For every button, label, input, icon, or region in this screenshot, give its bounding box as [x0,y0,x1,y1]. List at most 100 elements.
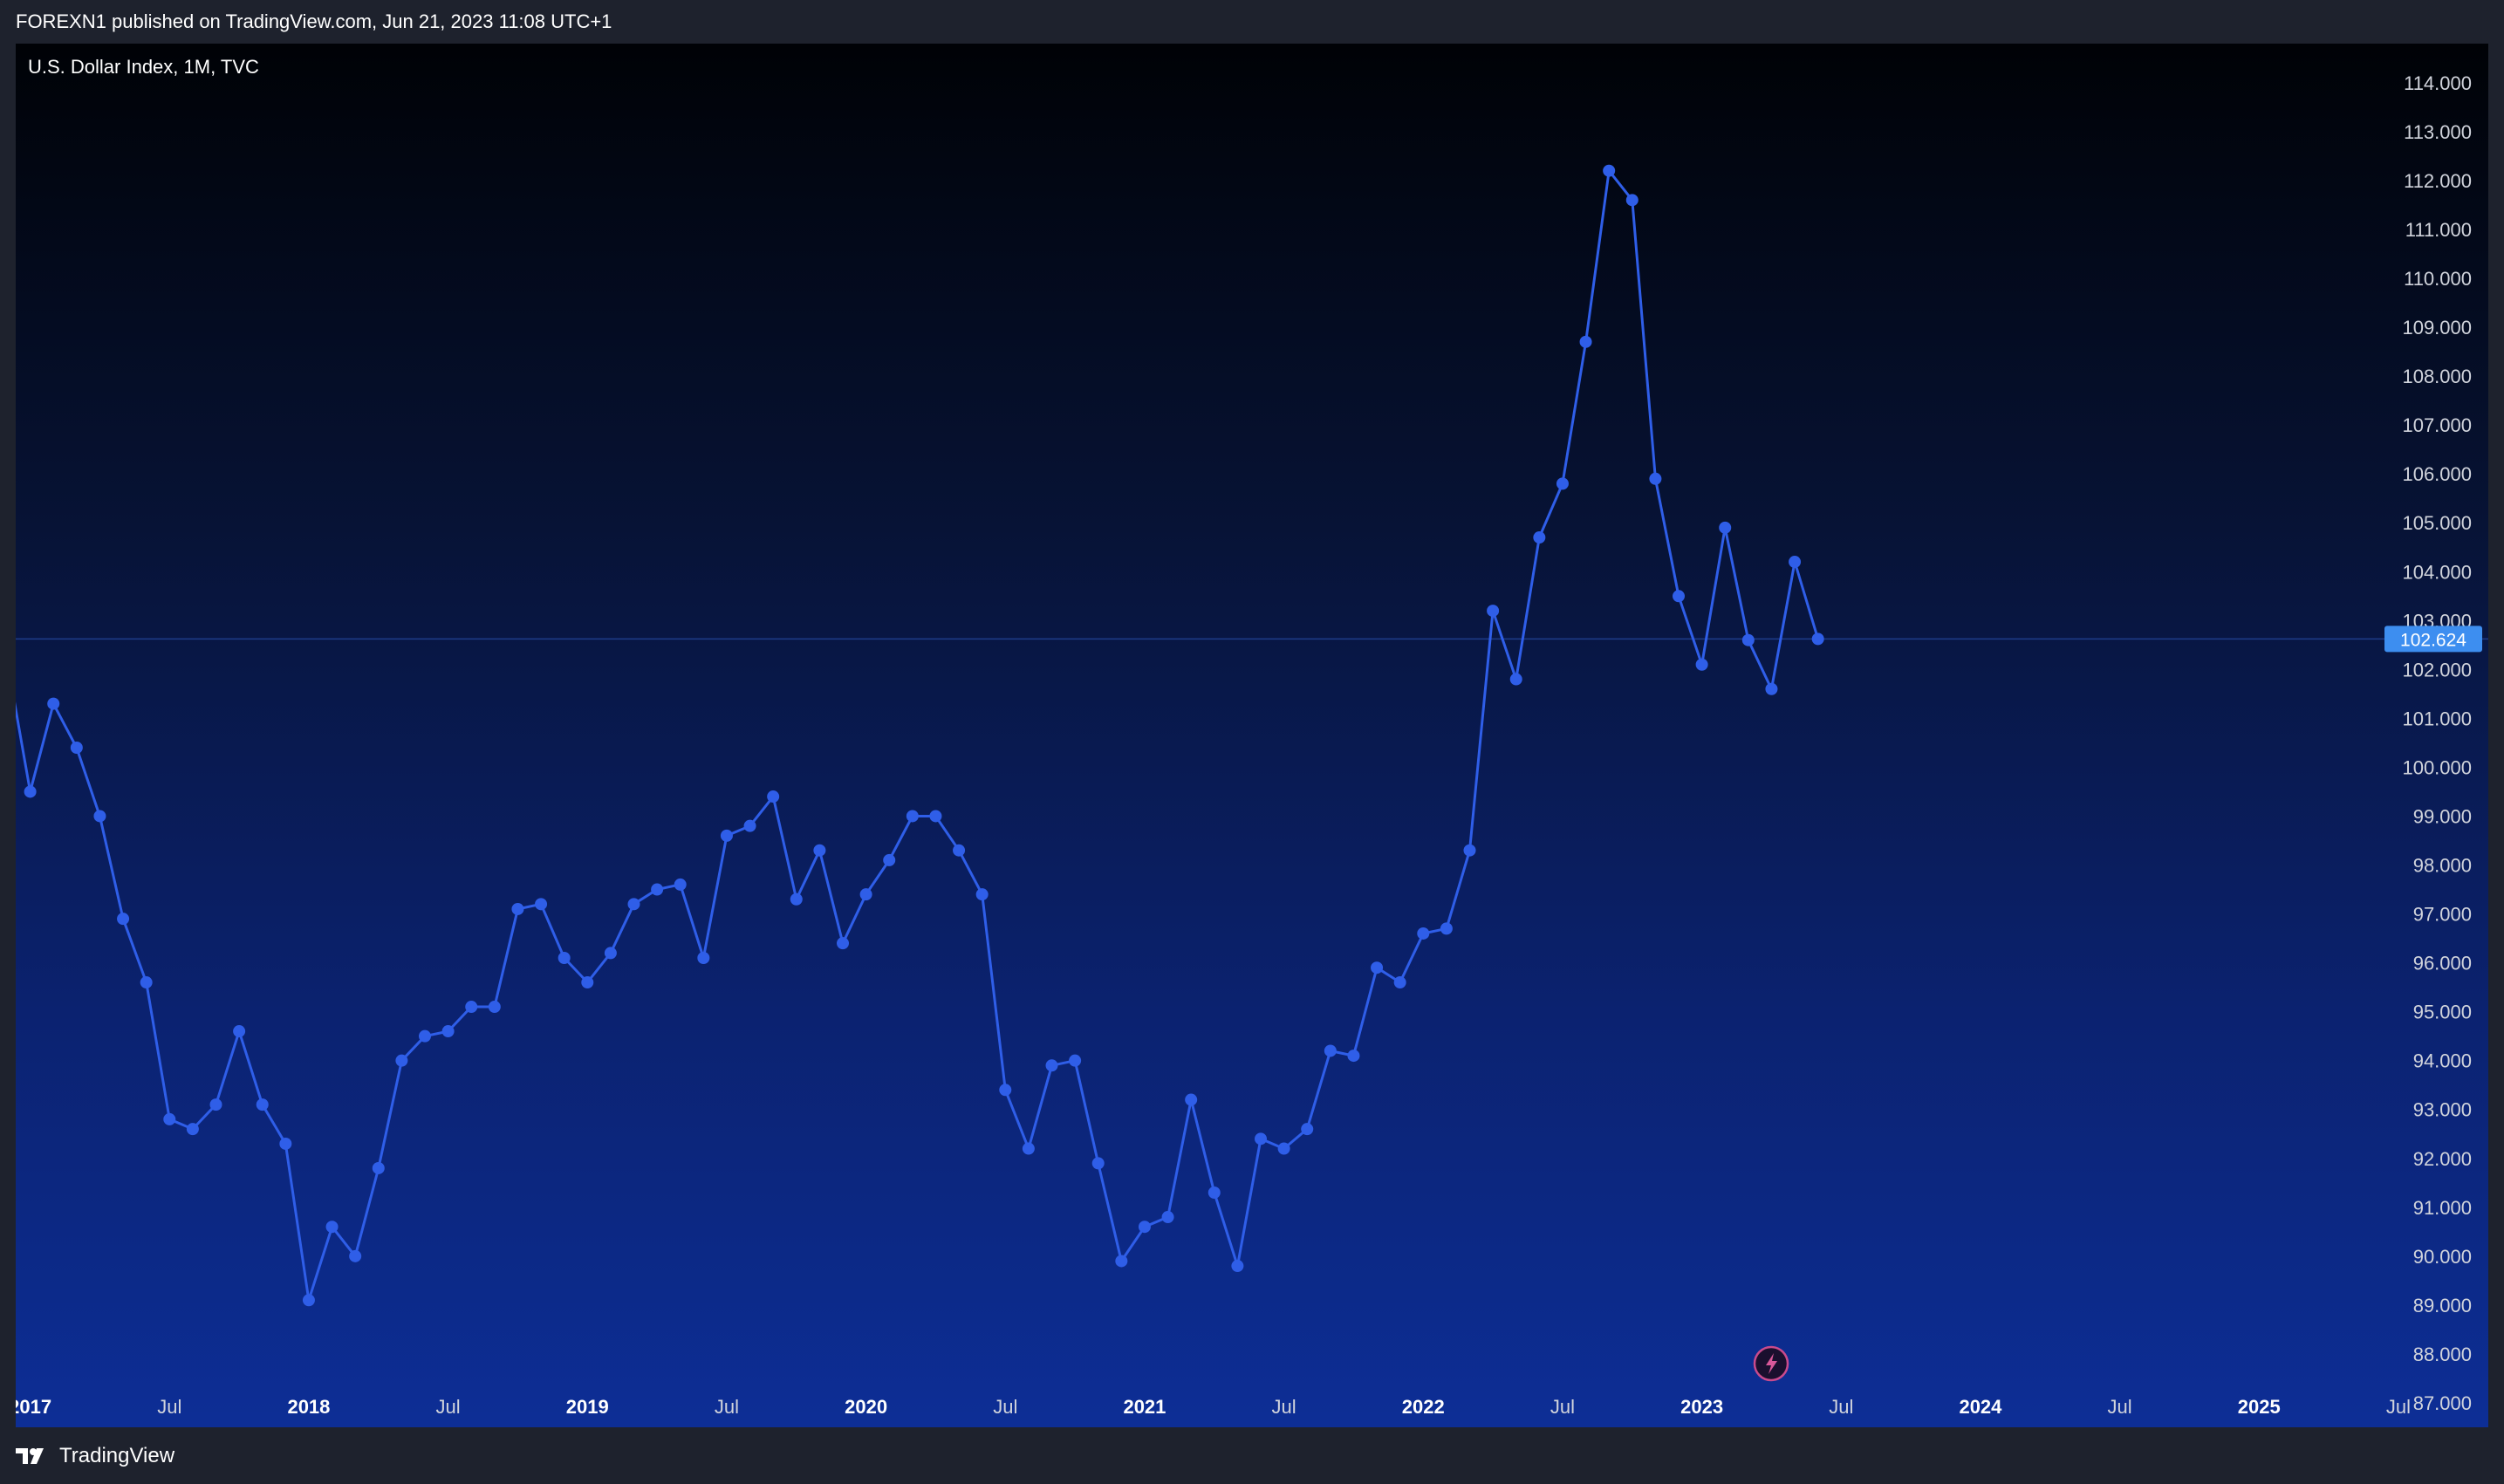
data-point[interactable] [1371,961,1384,975]
data-point[interactable] [929,810,942,823]
data-point[interactable] [163,1112,176,1125]
symbol-title: U.S. Dollar Index, 1M, TVC [28,56,259,78]
data-point[interactable] [627,898,640,911]
data-point[interactable] [743,819,756,832]
data-point[interactable] [279,1137,292,1150]
data-point[interactable] [1811,633,1824,646]
data-point[interactable] [999,1084,1012,1097]
data-point[interactable] [1603,164,1616,177]
data-point[interactable] [209,1098,222,1111]
x-tick-label: Jul [1272,1396,1296,1418]
data-point[interactable] [883,853,896,866]
data-point[interactable] [535,898,548,911]
y-tick-label: 89.000 [2413,1295,2472,1316]
data-point[interactable] [1185,1093,1198,1106]
data-point[interactable] [1579,335,1592,348]
y-tick-label: 106.000 [2402,463,2472,485]
data-point[interactable] [325,1221,339,1234]
y-tick-label: 95.000 [2413,1002,2472,1023]
data-point[interactable] [395,1054,408,1067]
data-point[interactable] [790,892,803,906]
y-tick-label: 87.000 [2413,1392,2472,1414]
data-point[interactable] [93,810,106,823]
data-point[interactable] [1231,1260,1244,1273]
data-point[interactable] [953,844,966,857]
data-point[interactable] [47,697,60,710]
data-point[interactable] [859,888,872,901]
data-point[interactable] [1789,556,1802,569]
y-tick-label: 114.000 [2404,72,2472,94]
data-point[interactable] [1393,976,1406,989]
tradingview-brand[interactable]: TradingView [16,1444,174,1468]
data-point[interactable] [117,913,130,926]
data-point[interactable] [186,1123,199,1136]
data-point[interactable] [975,888,989,901]
x-tick-label: Jul [2386,1396,2411,1418]
data-point[interactable] [140,976,153,989]
data-point[interactable] [372,1161,385,1174]
data-point[interactable] [813,844,826,857]
data-point[interactable] [233,1025,246,1038]
x-tick-label: 2023 [1680,1396,1723,1418]
data-point[interactable] [1649,472,1662,485]
data-point[interactable] [1301,1123,1314,1136]
data-point[interactable] [1417,927,1430,940]
data-point[interactable] [1324,1044,1337,1057]
data-point[interactable] [349,1249,362,1262]
data-point[interactable] [720,829,733,842]
data-point[interactable] [1463,844,1476,857]
data-point[interactable] [651,883,664,896]
data-point[interactable] [256,1098,269,1111]
chart-area[interactable]: 87.000 88.000 89.000 90.000 91.000 92.000 93.0… [16,44,2488,1427]
current-price-badge-bg [2384,626,2482,653]
data-point[interactable] [1138,1221,1151,1234]
data-point[interactable] [1487,605,1500,618]
price-chart[interactable]: 87.000 88.000 89.000 90.000 91.000 92.000 93.0… [16,44,2488,1427]
data-point[interactable] [581,976,594,989]
data-point[interactable] [1347,1050,1360,1063]
data-point[interactable] [1091,1157,1105,1170]
y-tick-label: 101.000 [2402,708,2472,729]
data-point[interactable] [558,951,571,964]
data-point[interactable] [302,1294,315,1307]
data-point[interactable] [24,785,37,798]
y-tick-label: 97.000 [2413,904,2472,926]
data-point[interactable] [1509,673,1522,686]
data-point[interactable] [1741,633,1755,646]
data-point[interactable] [1161,1211,1174,1224]
series-dxy [16,164,1824,1307]
x-tick-label: Jul [1829,1396,1853,1418]
data-point[interactable] [1022,1142,1035,1155]
data-point[interactable] [419,1029,431,1043]
y-tick-label: 111.000 [2405,219,2472,241]
data-point[interactable] [1719,521,1732,534]
data-point[interactable] [1556,477,1569,490]
data-point[interactable] [1533,531,1546,544]
data-point[interactable] [70,742,83,755]
data-point[interactable] [1255,1132,1267,1145]
lightning-icon[interactable] [1753,1345,1789,1382]
data-point[interactable] [1069,1054,1082,1067]
data-point[interactable] [697,951,710,964]
data-point[interactable] [511,902,524,915]
data-point[interactable] [1277,1142,1290,1155]
data-point[interactable] [674,878,687,891]
data-point[interactable] [1765,682,1778,695]
data-point[interactable] [488,1001,501,1014]
data-point[interactable] [1673,590,1685,603]
data-point[interactable] [1440,922,1453,935]
data-point[interactable] [837,937,849,950]
data-point[interactable] [1208,1186,1221,1199]
data-point[interactable] [465,1001,478,1014]
y-tick-label: 98.000 [2413,855,2472,877]
y-tick-label: 107.000 [2402,414,2472,436]
data-point[interactable] [1695,658,1708,671]
data-point[interactable] [1115,1255,1128,1268]
y-tick-label: 90.000 [2413,1246,2472,1268]
data-point[interactable] [604,947,617,960]
data-point[interactable] [906,810,919,823]
data-point[interactable] [1625,194,1639,207]
data-point[interactable] [441,1025,455,1038]
data-point[interactable] [767,790,780,804]
data-point[interactable] [1045,1059,1058,1072]
